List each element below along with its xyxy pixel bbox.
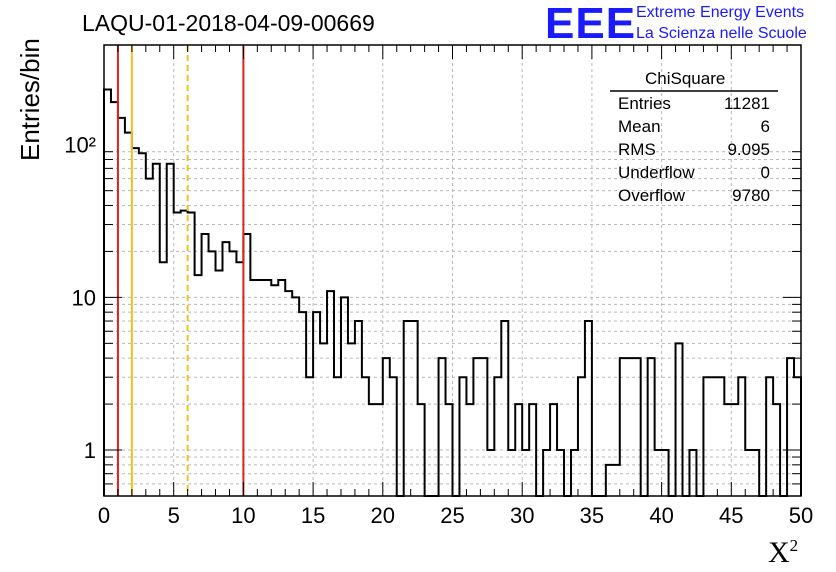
logo-line-2: La Scienza nelle Scuole [636, 25, 807, 42]
x-tick-label: 35 [580, 503, 604, 528]
x-tick-label: 5 [168, 503, 180, 528]
y-tick-label: 1 [84, 438, 96, 463]
stats-mean-label: Mean [618, 117, 661, 136]
stats-entries-value: 11281 [723, 94, 770, 113]
stats-underflow-value: 0 [760, 163, 770, 182]
x-axis-label: X2 [768, 536, 799, 569]
stats-overflow-label: Overflow [618, 186, 686, 205]
x-tick-label: 15 [301, 503, 325, 528]
stats-underflow-label: Underflow [618, 163, 695, 182]
x-tick-label: 40 [649, 503, 673, 528]
x-tick-label: 30 [510, 503, 534, 528]
stats-rms-label: RMS [618, 140, 656, 159]
stats-overflow-value: 9780 [732, 186, 770, 205]
x-tick-label: 45 [719, 503, 743, 528]
eee-logo: EEE [545, 0, 637, 48]
y-tick-label: 10² [64, 133, 96, 158]
x-tick-label: 20 [371, 503, 395, 528]
x-tick-label: 50 [789, 503, 813, 528]
stats-mean-value: 6 [760, 117, 770, 136]
stats-rms-value: 9.095 [727, 140, 770, 159]
chart-title: LAQU-01-2018-04-09-00669 [82, 10, 375, 36]
histogram-step-line [103, 88, 802, 497]
stats-entries-label: Entries [618, 94, 671, 113]
x-tick-label: 0 [98, 503, 110, 528]
stats-header: ChiSquare [645, 69, 726, 88]
x-tick-label: 25 [440, 503, 464, 528]
x-tick-label: 10 [231, 503, 255, 528]
logo-line-1: Extreme Energy Events [636, 4, 805, 21]
y-tick-label: 10 [72, 285, 96, 310]
